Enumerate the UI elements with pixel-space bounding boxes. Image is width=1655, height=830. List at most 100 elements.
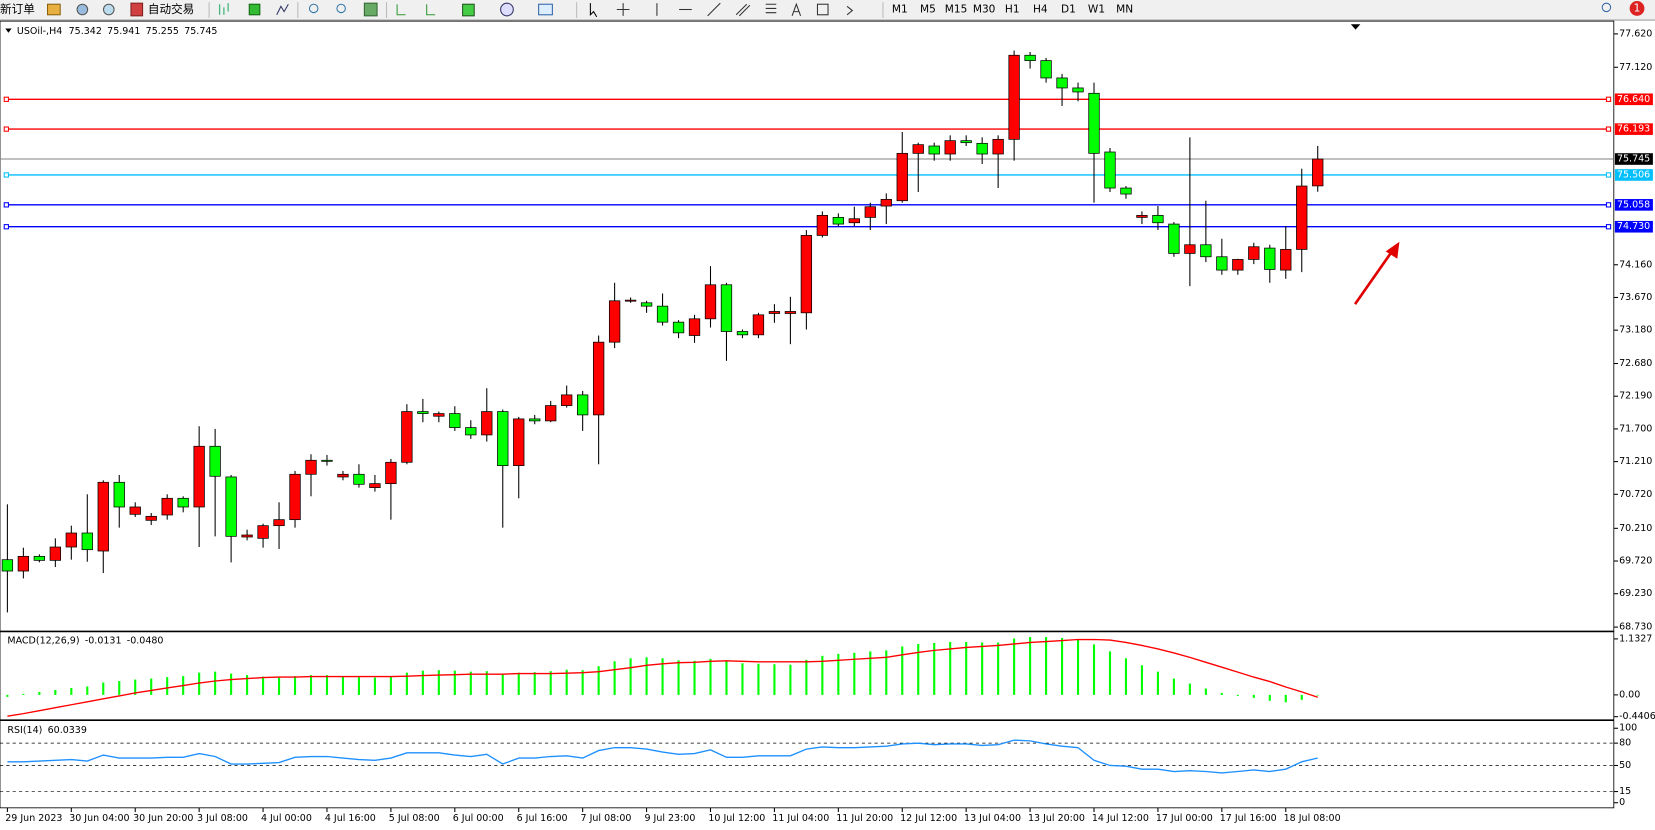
candle-body [1, 559, 14, 572]
icon[interactable] [765, 3, 777, 14]
candle-body [1248, 246, 1260, 260]
level-handle [1605, 224, 1612, 230]
macd-bar [277, 677, 281, 695]
timeframe-button[interactable]: M1 [892, 4, 908, 16]
level-tag [1614, 220, 1653, 233]
x-tick-label: 17 Jul 16:00 [1220, 813, 1277, 824]
icon[interactable] [616, 3, 630, 16]
candle-body [624, 299, 637, 302]
timeframe-button[interactable]: M5 [920, 4, 936, 16]
candle-body [273, 519, 285, 527]
toolbar-button[interactable]: 自动交易 [148, 2, 194, 16]
candle-body [656, 305, 669, 323]
timeframe-button[interactable]: D1 [1061, 4, 1076, 16]
y-tick-label: 68.730 [1619, 622, 1652, 633]
level-handle [3, 96, 9, 102]
candle-body [513, 418, 525, 466]
level-handle [3, 172, 9, 178]
timeframe-button[interactable]: M30 [973, 4, 996, 16]
icon[interactable] [816, 3, 829, 16]
icon[interactable] [735, 3, 751, 17]
toolbar-button[interactable]: 新订单 [0, 2, 35, 16]
icon[interactable] [336, 3, 346, 14]
candle-body [129, 506, 141, 515]
icon[interactable] [500, 2, 514, 17]
macd-bar [709, 658, 712, 695]
candle-body [672, 321, 685, 334]
macd-bar [1076, 639, 1080, 695]
macd-bar [1268, 694, 1271, 701]
x-tick-label: 6 Jul 00:00 [453, 813, 504, 824]
x-tick-label: 11 Jul 20:00 [836, 813, 893, 824]
candle-body [944, 140, 956, 155]
macd-bar [1220, 692, 1223, 695]
icon[interactable] [76, 3, 89, 16]
timeframe-button[interactable]: W1 [1088, 4, 1105, 16]
macd-bar [1124, 658, 1128, 695]
bid-tag [1614, 153, 1653, 165]
icon[interactable] [130, 2, 144, 17]
icon[interactable] [846, 5, 854, 16]
timeframe-button[interactable]: H1 [1005, 4, 1020, 16]
notification-badge[interactable] [1629, 1, 1645, 16]
y-tick-label: 70.720 [1619, 489, 1652, 500]
macd-bar [1252, 694, 1255, 698]
icon[interactable] [589, 3, 598, 18]
icon[interactable] [248, 3, 261, 16]
rsi-line [7, 739, 1318, 774]
macd-bar [38, 691, 41, 695]
icon[interactable] [538, 3, 553, 16]
macd-bar [1029, 637, 1032, 695]
candle-body [257, 525, 269, 539]
icon[interactable] [426, 4, 436, 16]
candle-body [545, 405, 557, 422]
candle-body [1296, 185, 1308, 250]
toolbar-icons [46, 1, 1645, 18]
indicator-readout: 75.255 [146, 26, 179, 37]
macd-bar [965, 641, 968, 695]
candle-body [17, 555, 30, 572]
macd-bar [805, 659, 808, 695]
macd-bar [501, 673, 504, 695]
candle-body [816, 215, 829, 236]
macd-bar [869, 651, 872, 695]
candle-body [1120, 187, 1132, 195]
icon[interactable] [707, 2, 721, 17]
candle-body [65, 532, 77, 548]
macd-bar [102, 682, 105, 695]
macd-bar [1300, 694, 1303, 700]
x-tick-label: 13 Jul 20:00 [1028, 813, 1085, 824]
level-tag [1614, 169, 1653, 181]
timeframe-button[interactable]: M15 [945, 4, 968, 16]
icon[interactable] [791, 2, 802, 17]
level-tag [1614, 93, 1653, 106]
candle-body [608, 300, 621, 343]
y-tick-label: 71.700 [1619, 423, 1652, 434]
icon[interactable] [308, 3, 319, 14]
candle-body [704, 284, 717, 320]
macd-bar [1284, 694, 1287, 703]
macd-bar [1060, 638, 1064, 695]
timeframe-button[interactable]: MN [1116, 4, 1133, 16]
x-tick-label: 13 Jul 04:00 [964, 813, 1021, 824]
macd-bar [341, 676, 345, 695]
candle-body [385, 461, 397, 484]
macd-bar [981, 642, 984, 695]
icon[interactable] [396, 4, 406, 16]
level-handle [3, 126, 9, 132]
macd-bar [230, 673, 233, 695]
search-icon[interactable] [1601, 2, 1612, 13]
icon[interactable] [363, 2, 378, 17]
timeframe-button[interactable]: H4 [1033, 4, 1048, 16]
icon[interactable] [219, 3, 229, 15]
x-tick-label: 4 Jul 00:00 [261, 813, 312, 824]
indicator-title: MACD(12,26,9) [7, 635, 79, 646]
macd-bar [629, 658, 632, 695]
icon[interactable] [102, 3, 115, 16]
icon[interactable] [462, 3, 475, 17]
candle-body [81, 532, 93, 551]
macd-bar [1108, 651, 1112, 695]
icon[interactable] [276, 3, 289, 16]
icon[interactable] [46, 3, 61, 16]
candle-body [177, 497, 189, 508]
